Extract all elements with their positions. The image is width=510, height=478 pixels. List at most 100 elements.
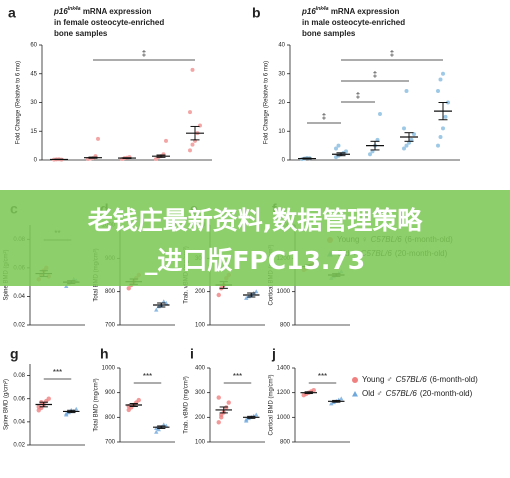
data-point: [161, 299, 166, 304]
data-point: [136, 397, 141, 403]
y-tick-label: 300: [195, 390, 206, 396]
legend-age: (6-month-old): [430, 375, 478, 384]
y-tick-label: 40: [278, 43, 285, 49]
sig-label: ‡: [356, 91, 360, 100]
data-point: [190, 67, 195, 72]
data-point: [188, 110, 192, 115]
data-point: [402, 126, 406, 131]
panel-title: p16Ink4a mRNA expression: [53, 6, 152, 16]
data-point: [244, 417, 249, 422]
y-tick-label: 900: [105, 390, 116, 396]
data-point: [46, 396, 51, 401]
data-point: [244, 295, 249, 300]
data-point: [164, 300, 169, 305]
title-line: in male osteocyte-enriched: [302, 18, 405, 27]
gene: p16: [53, 7, 68, 16]
data-point: [438, 135, 443, 139]
panel-title: p16Ink4a mRNA expression: [301, 6, 400, 16]
y-tick-label: 1000: [102, 366, 116, 372]
y-tick-label: 0.04: [13, 294, 25, 300]
data-point: [216, 420, 221, 425]
data-point: [161, 422, 166, 427]
data-point: [154, 307, 159, 312]
title-line: mRNA expression: [81, 7, 152, 16]
gene-sup: Ink4a: [316, 6, 329, 12]
panel-label: i: [190, 346, 194, 362]
data-point: [164, 138, 168, 143]
legend-age: (20-month-old): [420, 389, 473, 398]
y-tick-label: 400: [195, 366, 206, 372]
y-tick-label: 20: [278, 100, 285, 106]
y-axis-label: Fold Change (Relative to 6 mo): [16, 61, 22, 144]
data-point: [436, 89, 440, 93]
gene-sup: Ink4a: [68, 6, 81, 12]
sig-label: ‡: [390, 49, 394, 58]
panel-label: g: [10, 346, 19, 362]
y-tick-label: 0.02: [13, 323, 25, 329]
y-tick-label: 1000: [277, 289, 291, 295]
y-tick-label: 700: [105, 440, 116, 446]
y-tick-label: 200: [195, 289, 206, 295]
y-tick-label: 0: [34, 158, 38, 164]
y-tick-label: 800: [280, 323, 291, 329]
y-axis-label: Spine BMD (g/cm²): [4, 379, 10, 430]
data-point: [329, 401, 334, 406]
y-tick-label: 60: [30, 43, 37, 49]
data-point: [378, 112, 382, 116]
data-point: [446, 100, 450, 105]
legend-strain: C57BL/6: [396, 375, 428, 384]
legend-name: Old ♂: [362, 389, 383, 398]
data-point: [339, 396, 344, 401]
data-point: [336, 143, 341, 148]
y-tick-label: 10: [278, 129, 285, 135]
sig-label: ‡: [373, 70, 377, 79]
y-tick-label: 15: [30, 129, 37, 135]
y-tick-label: 800: [280, 440, 291, 446]
y-tick-label: 0: [282, 158, 286, 164]
data-point: [254, 412, 259, 417]
data-point: [404, 89, 409, 93]
data-point: [219, 412, 224, 418]
y-tick-label: 800: [105, 415, 116, 421]
overlay-text: _进口版FPC13.73: [145, 246, 365, 275]
data-point: [334, 146, 338, 151]
data-point: [154, 429, 159, 434]
data-point: [74, 406, 79, 411]
data-point: [216, 395, 221, 400]
title-line: mRNA expression: [329, 7, 400, 16]
data-point: [164, 423, 169, 428]
sig-label: ‡: [322, 112, 326, 121]
y-axis-label: Trab. vBMD (mg/cm³): [184, 376, 190, 433]
legend-marker: [352, 391, 358, 397]
sig-label: ***: [318, 372, 327, 381]
y-tick-label: 1400: [277, 366, 291, 372]
legend-marker: [352, 377, 358, 383]
legend-strain: C57BL/6: [386, 389, 418, 398]
data-point: [36, 404, 41, 410]
data-point: [404, 143, 409, 148]
panel-label: a: [8, 5, 16, 21]
y-tick-label: 800: [105, 289, 116, 295]
data-point: [188, 148, 192, 153]
y-axis-label: Cortical BMD (mg/cm³): [269, 374, 275, 435]
y-axis-label: Fold Change (Relative to 6 mo): [264, 61, 270, 144]
panel-label: j: [271, 346, 276, 362]
legend-entry: Young ♂ C57BL/6 (6-month-old): [362, 375, 478, 384]
data-point: [154, 426, 159, 431]
title-line: in female osteocyte-enriched: [54, 18, 164, 27]
y-tick-label: 0.08: [13, 373, 25, 379]
y-tick-label: 30: [30, 100, 37, 106]
sig-label: ***: [143, 372, 152, 381]
data-point: [436, 143, 440, 148]
y-tick-label: 45: [30, 71, 37, 77]
sig-label: ***: [53, 368, 62, 377]
gene: p16: [301, 7, 316, 16]
y-tick-label: 1200: [277, 390, 291, 396]
data-point: [96, 136, 100, 141]
data-point: [64, 284, 69, 289]
y-tick-label: 0.06: [13, 396, 25, 402]
data-point: [216, 292, 221, 298]
y-tick-label: 0.04: [13, 419, 25, 425]
data-point: [311, 388, 316, 393]
panel-label: h: [100, 346, 109, 362]
